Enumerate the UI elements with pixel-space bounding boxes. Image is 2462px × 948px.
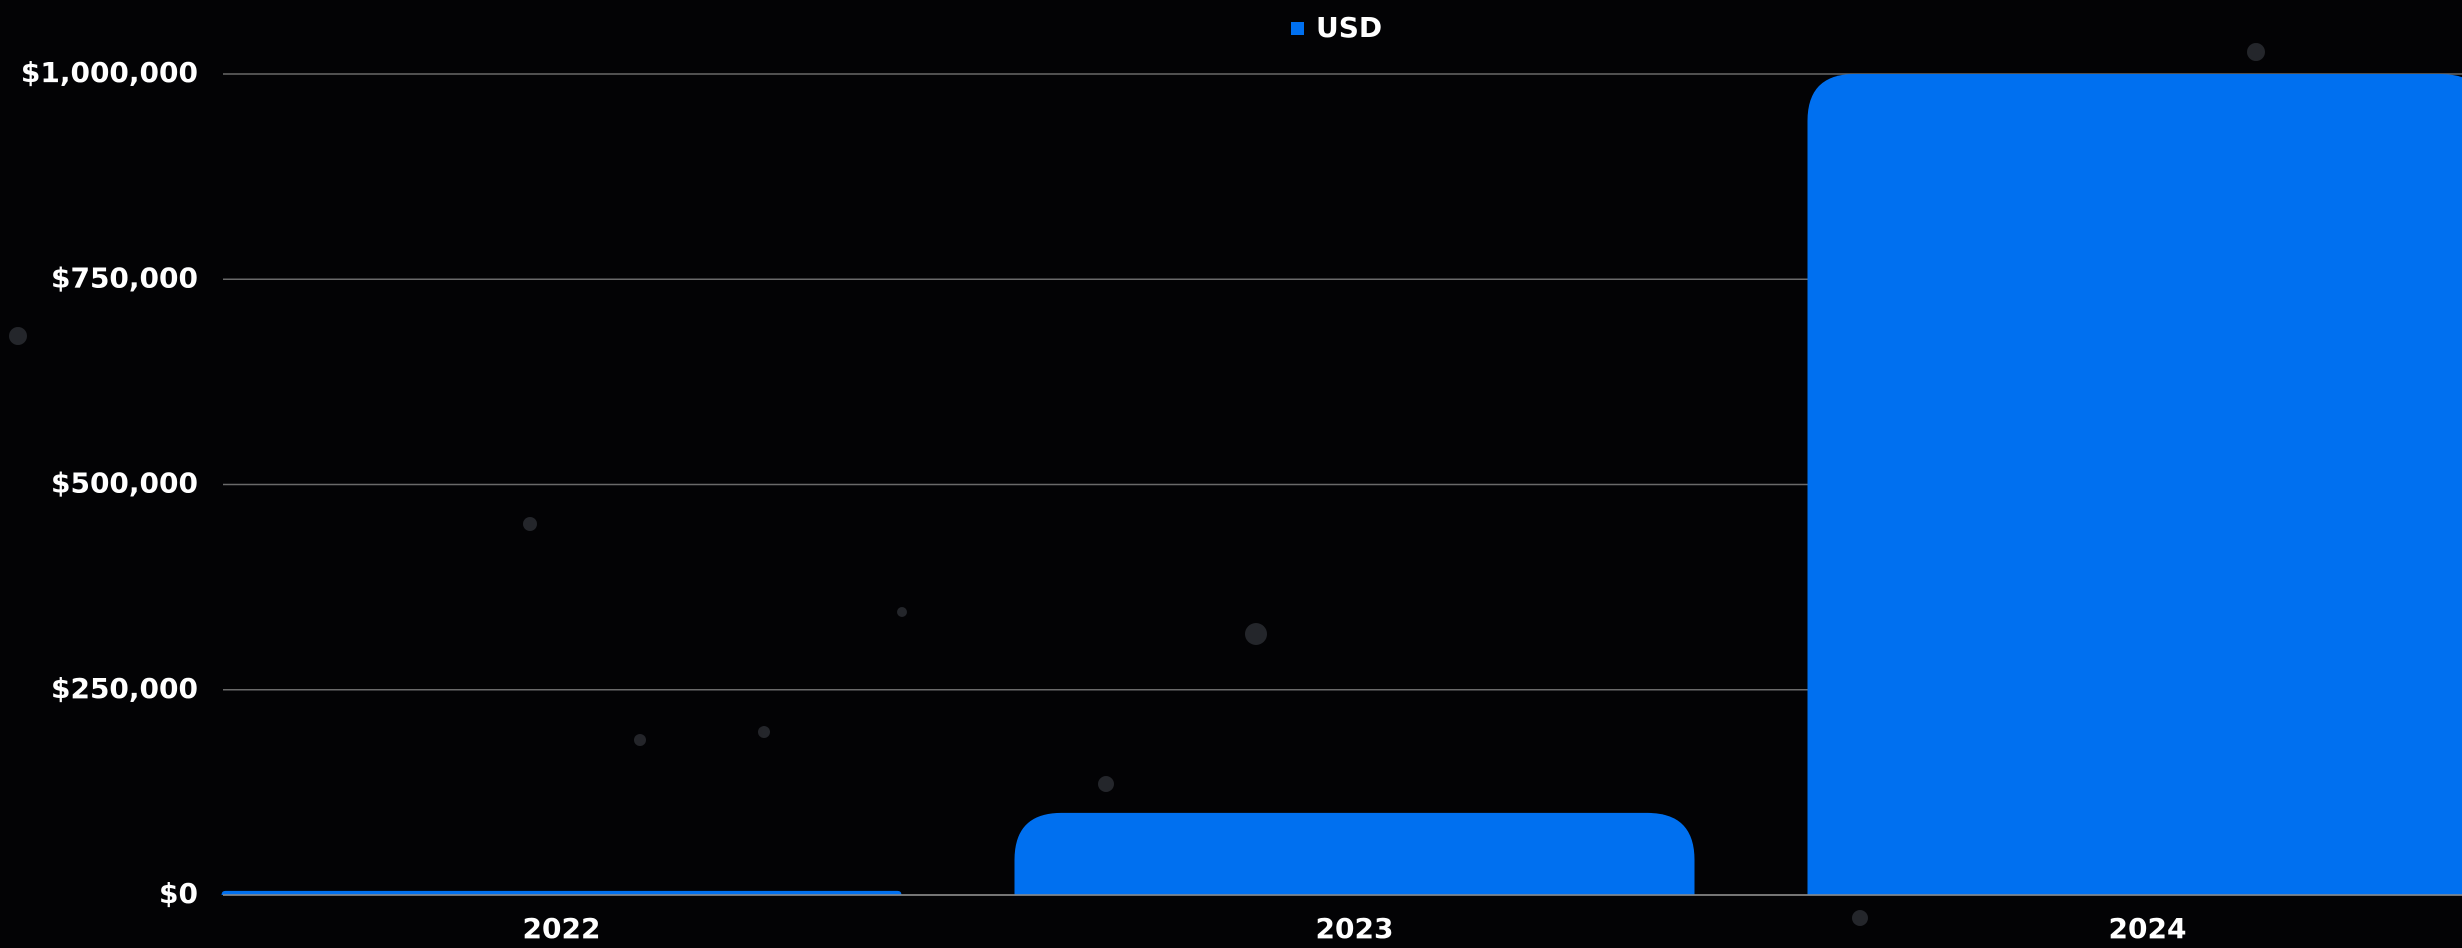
x-tick-label: 2023 (1316, 912, 1394, 945)
legend-swatch (1291, 22, 1304, 35)
x-tick-label: 2022 (523, 912, 601, 945)
y-tick-label: $750,000 (51, 261, 198, 294)
chart: $0 $250,000 $500,000 $750,000 $1,000,000 2022… (0, 0, 2462, 948)
bar (1015, 813, 1695, 895)
bar (1808, 74, 2462, 895)
y-tick-label: $1,000,000 (21, 56, 198, 89)
x-tick-label: 2024 (2109, 912, 2187, 945)
y-tick-label: $250,000 (51, 672, 198, 705)
page: {"chart_data": {"type": "bar", "categori… (0, 0, 2462, 948)
y-tick-label: $500,000 (51, 467, 198, 500)
y-tick-label: $0 (159, 877, 198, 910)
legend-label: USD (1316, 11, 1382, 44)
